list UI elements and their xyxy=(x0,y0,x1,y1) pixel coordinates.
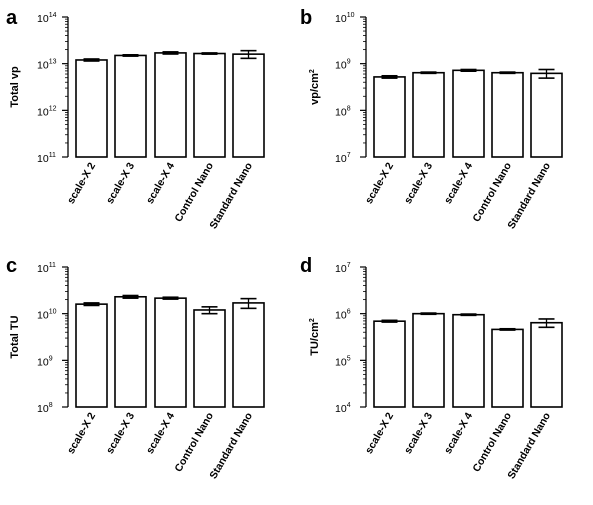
y-tick-label: 107 xyxy=(335,152,351,165)
y-tick-label: 1011 xyxy=(37,152,56,165)
y-axis-title: TU/cm2 xyxy=(309,318,321,356)
bar-scale-x-3 xyxy=(114,54,147,158)
bar-control-nano xyxy=(491,328,524,408)
y-tick-label: 108 xyxy=(335,105,351,118)
category-label-standard-nano: Standard Nano xyxy=(505,411,553,482)
panel-b: b 107 108 109 1010 vp/cm2 scale-X 2 scale-X 3 sc… xyxy=(300,7,563,232)
y-tick-label: 1010 xyxy=(335,12,355,25)
y-tick-label: 104 xyxy=(335,402,351,415)
bar-scale-x-4 xyxy=(452,69,485,158)
category-label-control-nano: Control Nano xyxy=(172,161,216,225)
y-tick-label: 108 xyxy=(37,402,53,415)
bar-scale-x-4 xyxy=(154,297,187,408)
y-tick-label: 1013 xyxy=(37,59,57,72)
y-tick-label: 1010 xyxy=(37,309,57,322)
y-axis-title: vp/cm2 xyxy=(309,69,321,105)
y-tick-label: 107 xyxy=(335,262,351,275)
panel-d: d 104 105 106 107 TU/cm2 scale-X 2 scale-X 3 sca… xyxy=(300,255,563,482)
y-axis-title: Total vp xyxy=(9,66,21,108)
category-label-scale-x-4: scale-X 4 xyxy=(442,160,475,206)
bar-standard-nano xyxy=(232,53,265,158)
panel-letter-d: d xyxy=(300,255,312,277)
panel-letter-c: c xyxy=(6,255,17,277)
category-label-standard-nano: Standard Nano xyxy=(505,161,553,232)
y-tick-label: 109 xyxy=(37,355,53,368)
y-tick-label: 109 xyxy=(335,59,351,72)
bar-scale-x-3 xyxy=(114,295,147,408)
category-label-scale-x-2: scale-X 2 xyxy=(65,410,98,456)
category-label-scale-x-3: scale-X 3 xyxy=(402,160,435,206)
y-tick-label: 1014 xyxy=(37,12,57,25)
panel-letter-b: b xyxy=(300,7,312,29)
bar-scale-x-3 xyxy=(412,312,445,408)
category-label-scale-x-4: scale-X 4 xyxy=(442,410,475,456)
y-tick-label: 1011 xyxy=(37,262,56,275)
bar-scale-x-4 xyxy=(452,313,485,408)
panel-letter-a: a xyxy=(6,7,18,29)
category-label-scale-x-3: scale-X 3 xyxy=(104,160,137,206)
category-label-scale-x-2: scale-X 2 xyxy=(363,410,396,456)
bar-scale-x-3 xyxy=(412,71,445,158)
y-tick-label: 105 xyxy=(335,355,351,368)
category-label-scale-x-4: scale-X 4 xyxy=(144,410,177,456)
category-label-control-nano: Control Nano xyxy=(470,161,514,225)
bar-control-nano xyxy=(193,52,226,158)
bar-scale-x-2 xyxy=(75,303,108,408)
bar-control-nano xyxy=(491,71,524,158)
category-label-standard-nano: Standard Nano xyxy=(207,411,255,482)
bar-scale-x-2 xyxy=(75,59,108,158)
bar-scale-x-2 xyxy=(373,76,406,158)
category-label-scale-x-3: scale-X 3 xyxy=(402,410,435,456)
bar-standard-nano xyxy=(530,321,563,408)
y-axis-title: Total TU xyxy=(9,315,21,358)
category-label-standard-nano: Standard Nano xyxy=(207,161,255,232)
bar-standard-nano xyxy=(530,72,563,158)
bar-standard-nano xyxy=(232,302,265,408)
category-label-scale-x-2: scale-X 2 xyxy=(363,160,396,206)
bar-control-nano xyxy=(193,309,226,408)
category-label-scale-x-4: scale-X 4 xyxy=(144,160,177,206)
category-label-scale-x-3: scale-X 3 xyxy=(104,410,137,456)
category-label-control-nano: Control Nano xyxy=(172,411,216,475)
y-tick-label: 106 xyxy=(335,309,351,322)
bar-scale-x-2 xyxy=(373,320,406,408)
category-label-scale-x-2: scale-X 2 xyxy=(65,160,98,206)
y-tick-label: 1012 xyxy=(37,105,57,118)
bar-scale-x-4 xyxy=(154,52,187,158)
category-label-control-nano: Control Nano xyxy=(470,411,514,475)
